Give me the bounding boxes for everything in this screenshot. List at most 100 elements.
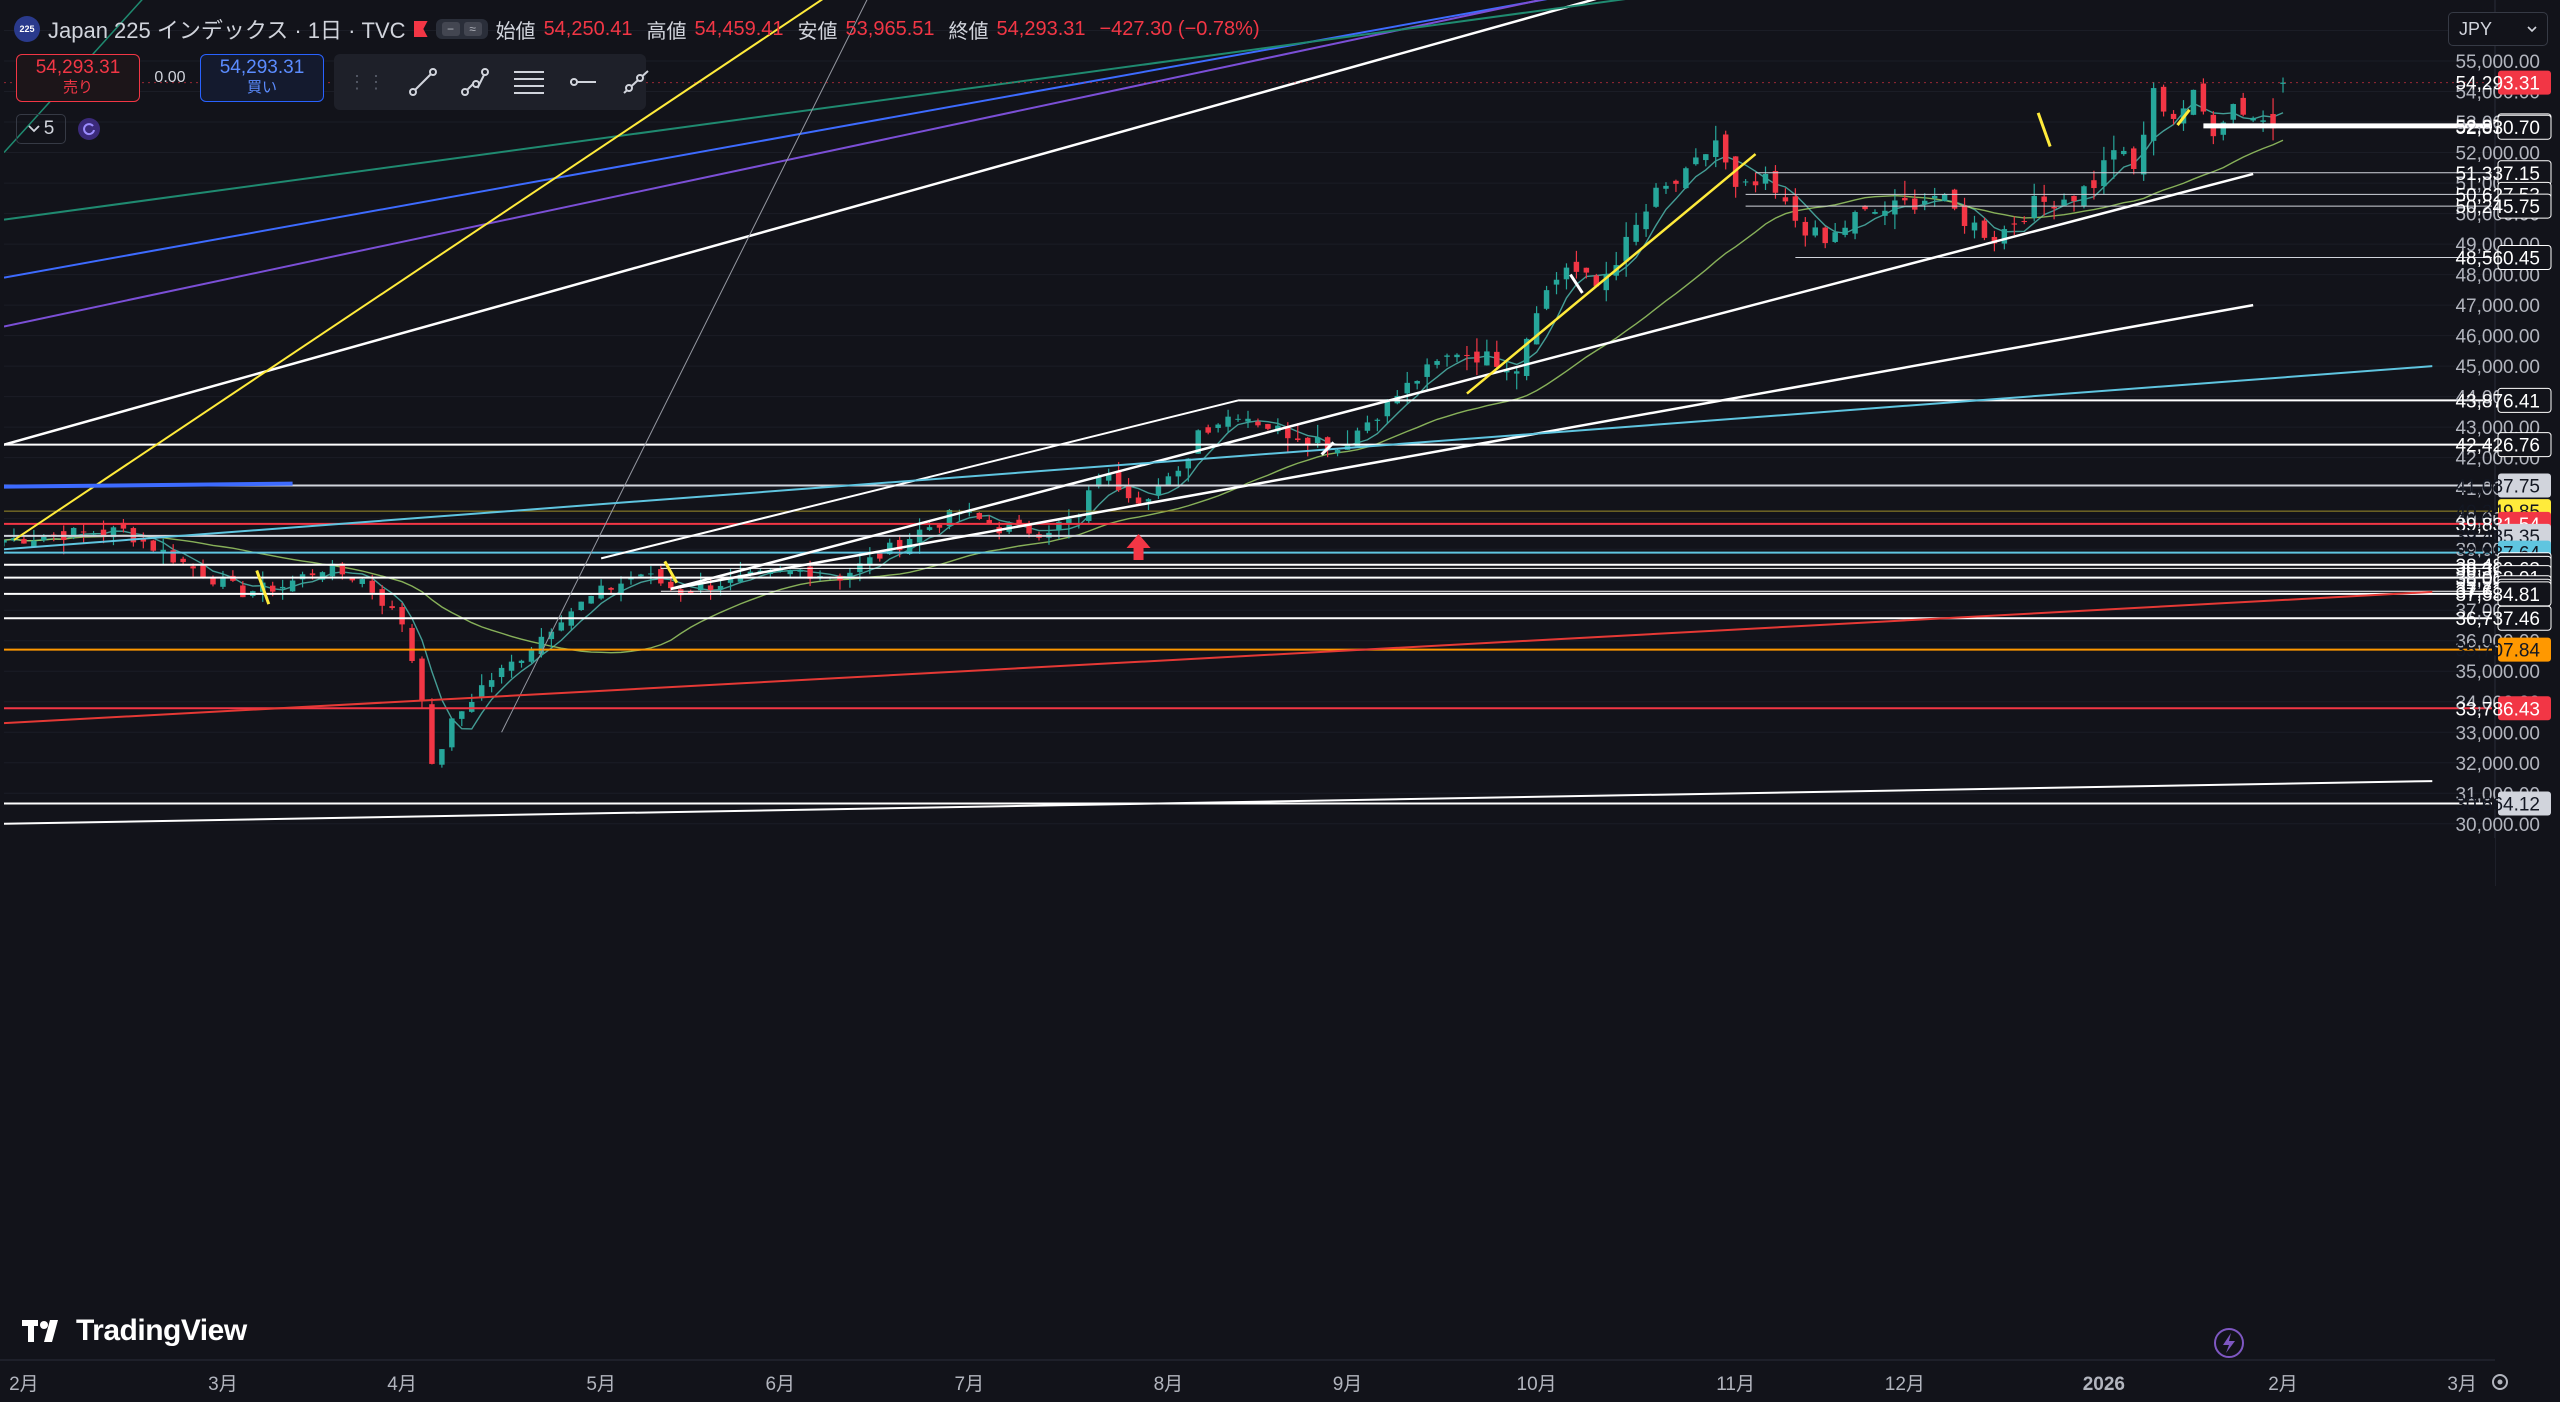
candle bbox=[60, 525, 67, 555]
candle-body bbox=[70, 527, 77, 538]
candle-body bbox=[1533, 313, 1540, 345]
candle bbox=[1573, 250, 1580, 279]
candle bbox=[1643, 203, 1649, 237]
spread-value: 0.00 bbox=[154, 69, 186, 86]
candle bbox=[946, 508, 953, 530]
indicators-collapse-button[interactable]: 5 bbox=[16, 114, 66, 144]
candle-body bbox=[1951, 189, 1958, 209]
refresh-icon[interactable] bbox=[78, 118, 100, 140]
candle-body bbox=[1822, 227, 1828, 244]
annotation-marker bbox=[1320, 441, 1335, 456]
trend-line bbox=[1466, 153, 1757, 395]
candle-body bbox=[1105, 474, 1112, 481]
candle-body bbox=[1931, 195, 1938, 199]
candle bbox=[518, 659, 525, 668]
candle-body bbox=[797, 569, 803, 572]
candle-body bbox=[1543, 290, 1550, 309]
y-tick-label: 55,000.00 bbox=[2455, 52, 2540, 73]
candle bbox=[1583, 267, 1590, 279]
currency-select[interactable]: JPY bbox=[2448, 12, 2548, 46]
candle-body bbox=[1125, 486, 1132, 499]
candle-body bbox=[677, 589, 684, 596]
price-label-box bbox=[2498, 637, 2551, 662]
candle-body bbox=[1384, 399, 1391, 417]
candle bbox=[1812, 220, 1819, 238]
candle bbox=[1713, 125, 1719, 168]
candle bbox=[1762, 166, 1769, 191]
candle-body bbox=[4, 540, 7, 543]
sell-label: 売り bbox=[62, 79, 93, 96]
flag-icon[interactable] bbox=[413, 21, 428, 37]
candle-body bbox=[21, 539, 27, 544]
candle-body bbox=[1722, 134, 1729, 163]
candle-body bbox=[2260, 120, 2266, 122]
candle-body bbox=[538, 636, 545, 655]
candle-body bbox=[359, 579, 366, 584]
candle-body bbox=[1553, 279, 1560, 285]
candle-body bbox=[180, 558, 186, 563]
candle bbox=[578, 601, 584, 611]
candle-body bbox=[488, 680, 495, 687]
candle-body bbox=[777, 570, 783, 572]
candle bbox=[1921, 193, 1928, 211]
symbol-title[interactable]: Japan 225 インデックス · 1日 · TVC bbox=[48, 18, 406, 43]
price-label: 33,786.43 bbox=[2455, 696, 2551, 721]
candle-body bbox=[2250, 117, 2256, 121]
candle-body bbox=[648, 573, 654, 575]
candle bbox=[120, 519, 127, 533]
candle-body bbox=[1354, 430, 1361, 447]
candle bbox=[1852, 210, 1858, 240]
candle-body bbox=[1255, 421, 1261, 426]
price-label: 36,737.46 bbox=[2455, 605, 2552, 631]
y-tick-label: 33,000.00 bbox=[2455, 723, 2540, 744]
candle bbox=[1444, 353, 1450, 367]
candle-body bbox=[1474, 351, 1480, 363]
x-tick-label: 9月 bbox=[1333, 1374, 1363, 1395]
candle bbox=[31, 529, 37, 548]
candle bbox=[2111, 135, 2117, 179]
candle-body bbox=[1135, 497, 1142, 504]
candle bbox=[2061, 193, 2067, 206]
candle bbox=[1981, 217, 1988, 241]
candle bbox=[1304, 437, 1311, 457]
candle bbox=[2280, 77, 2286, 93]
ma-fast-line bbox=[4, 102, 2284, 730]
candle-body bbox=[598, 585, 604, 599]
price-label-text: 41,087.75 bbox=[2455, 476, 2540, 497]
candle-body bbox=[1623, 236, 1629, 262]
candle-body bbox=[41, 536, 47, 541]
price-label-text: 52,830.70 bbox=[2455, 118, 2540, 139]
price-label-text: 48,560.45 bbox=[2455, 248, 2540, 269]
candle-body bbox=[1842, 227, 1848, 235]
candle-body bbox=[100, 529, 107, 536]
candle-body bbox=[240, 585, 246, 598]
horizontal-ray-icon[interactable] bbox=[568, 65, 598, 99]
candle bbox=[469, 693, 475, 713]
candle-body bbox=[1285, 425, 1291, 439]
candle-body bbox=[787, 570, 793, 575]
candle bbox=[618, 576, 624, 602]
fib-retracement-icon[interactable] bbox=[512, 65, 546, 99]
drag-handle-icon[interactable]: ⋮⋮ bbox=[348, 71, 386, 92]
chevron-down-icon bbox=[28, 125, 40, 133]
high-label: 高値 bbox=[646, 20, 687, 43]
buy-price: 54,293.31 bbox=[219, 57, 305, 78]
visibility-toggle[interactable]: − ≈ bbox=[435, 19, 488, 39]
candle-body bbox=[528, 649, 535, 662]
candle-body bbox=[926, 527, 933, 530]
candle-body bbox=[90, 533, 97, 535]
ray-icon[interactable] bbox=[620, 65, 650, 99]
candle bbox=[857, 551, 863, 582]
candle bbox=[2031, 183, 2037, 222]
high-value: 54,459.41 bbox=[694, 17, 784, 40]
sell-button[interactable]: 54,293.31 売り bbox=[16, 54, 140, 102]
candle bbox=[1384, 399, 1391, 424]
path-icon[interactable] bbox=[460, 65, 490, 99]
trend-line-icon[interactable] bbox=[408, 65, 438, 99]
candle-body bbox=[478, 685, 485, 699]
candle-body bbox=[1195, 430, 1201, 454]
candle bbox=[429, 698, 435, 765]
buy-button[interactable]: 54,293.31 買い bbox=[200, 54, 324, 102]
lightning-icon bbox=[2214, 1328, 2244, 1358]
